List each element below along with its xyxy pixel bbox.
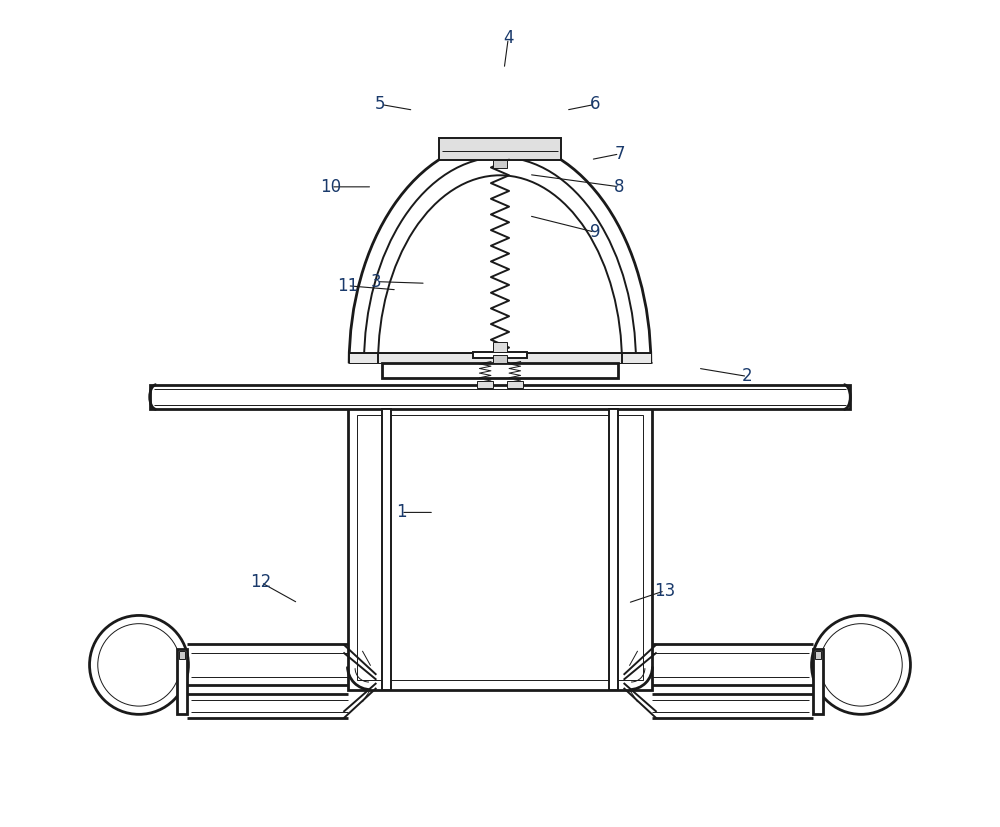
Bar (609, 409, 618, 690)
Text: 4: 4 (503, 30, 513, 47)
Bar (813, 649, 823, 714)
Text: 2: 2 (742, 367, 753, 385)
Bar (382, 363, 618, 378)
Text: 5: 5 (375, 95, 386, 113)
Text: 9: 9 (590, 223, 600, 241)
Text: 7: 7 (614, 145, 625, 163)
Circle shape (812, 615, 910, 715)
Bar (150, 385, 850, 409)
Bar (815, 651, 821, 659)
Text: 12: 12 (250, 573, 272, 591)
Bar (493, 160, 507, 168)
Text: 1: 1 (396, 504, 406, 521)
Text: 11: 11 (337, 277, 358, 294)
Bar (382, 409, 391, 690)
Bar (177, 649, 187, 714)
Bar (439, 138, 561, 160)
Text: 6: 6 (590, 95, 600, 113)
Bar (493, 355, 507, 363)
Text: 3: 3 (371, 273, 382, 290)
Bar (507, 381, 523, 388)
Bar (477, 381, 493, 388)
Bar (179, 651, 185, 659)
Bar (357, 415, 643, 680)
Bar (493, 342, 507, 351)
Text: 10: 10 (320, 178, 342, 196)
Bar (473, 351, 527, 358)
Circle shape (90, 615, 188, 715)
Bar (349, 353, 651, 363)
Text: 13: 13 (654, 581, 675, 600)
Text: 8: 8 (614, 178, 625, 196)
Bar (348, 405, 652, 690)
